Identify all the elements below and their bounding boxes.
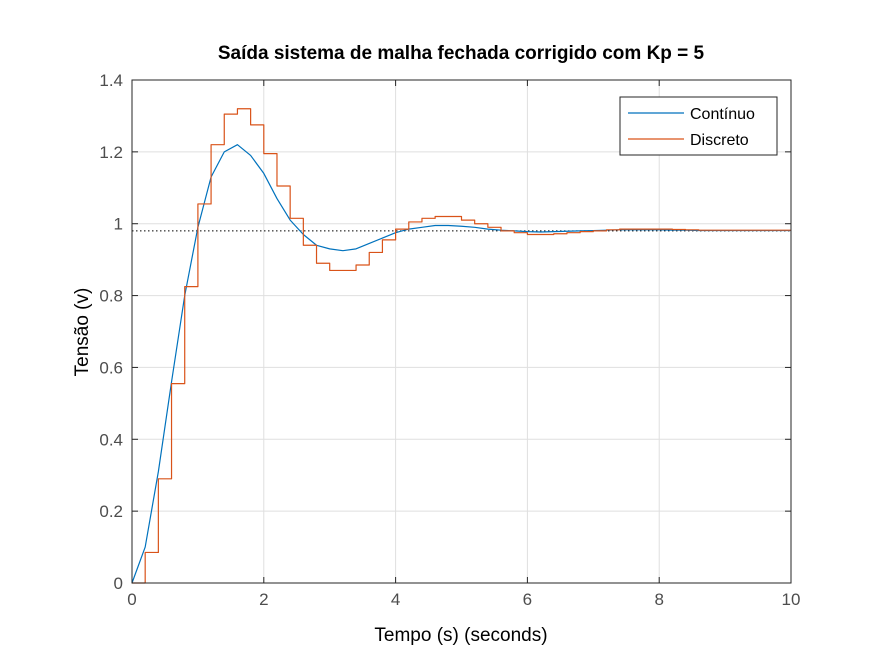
y-tick-label: 1.4 (99, 71, 123, 90)
y-tick-label: 1 (114, 215, 123, 234)
ticks (131, 79, 792, 584)
y-tick-label: 0 (114, 574, 123, 593)
y-tick-label: 0.2 (99, 502, 123, 521)
y-axis-label: Tensão (v) (72, 288, 93, 377)
y-tick-label: 0.6 (99, 358, 123, 377)
x-tick-label: 2 (259, 590, 268, 609)
legend-label-discreto: Discreto (690, 132, 749, 149)
chart-title: Saída sistema de malha fechada corrigido… (218, 43, 705, 64)
plot-area (132, 80, 791, 583)
plot-frame (131, 79, 792, 584)
y-tick-label: 1.2 (99, 143, 123, 162)
y-tick-label: 0.4 (99, 430, 123, 449)
series-line-discreto (132, 108, 791, 584)
x-tick-label: 8 (654, 590, 663, 609)
x-tick-label: 10 (782, 590, 801, 609)
x-tick-label: 6 (523, 590, 532, 609)
legend-box (619, 96, 778, 156)
legend: Contínuo Discreto (619, 96, 778, 156)
series-line-continuo (131, 144, 791, 584)
x-tick-label: 0 (127, 590, 136, 609)
series-layer (131, 108, 791, 584)
x-axis-label: Tempo (s) (seconds) (374, 625, 547, 646)
legend-label-continuo: Contínuo (690, 106, 755, 123)
x-tick-label: 4 (391, 590, 400, 609)
y-tick-label: 0.8 (99, 287, 123, 306)
tick-labels: 0 2 4 6 8 10 0 0.2 0.4 0.6 0.8 1 1.2 1.4 (99, 71, 800, 609)
grid (132, 80, 791, 583)
